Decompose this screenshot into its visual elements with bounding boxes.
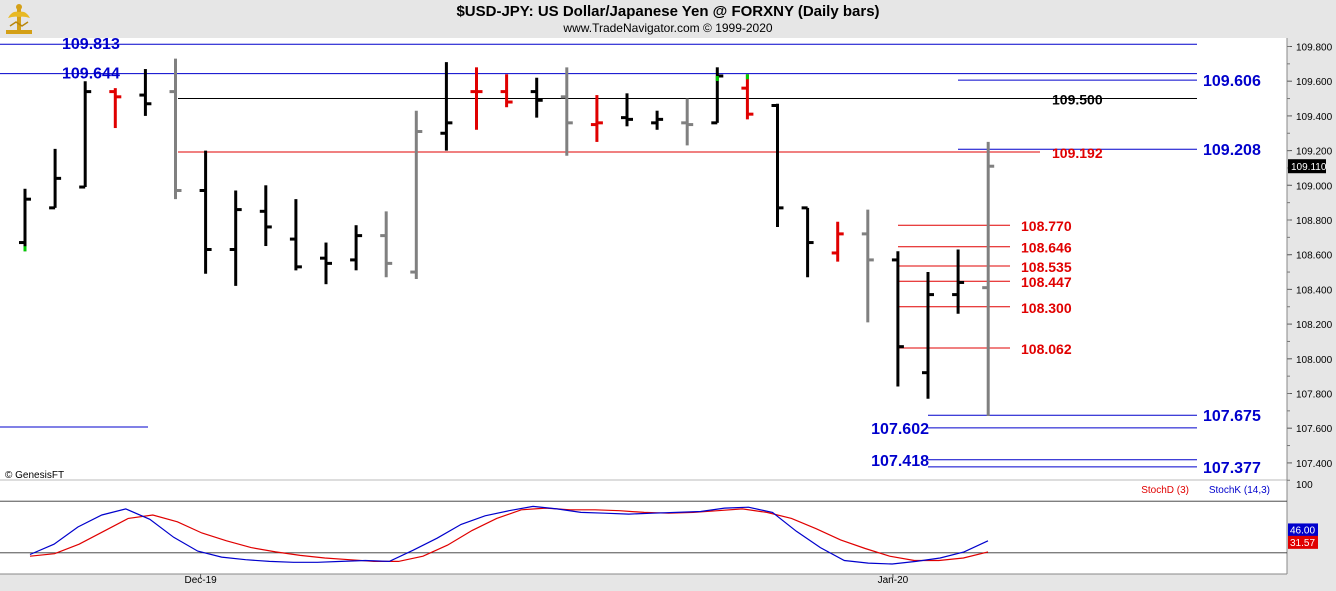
- ohlc-bar: [560, 67, 573, 156]
- y-tick-label: 108.400: [1296, 285, 1333, 296]
- level-label: 109.606: [1203, 73, 1261, 90]
- ohlc-bar: [741, 74, 754, 120]
- ohlc-bar: [771, 103, 784, 227]
- y-tick-label: 108.600: [1296, 251, 1333, 262]
- ohlc-bar: [19, 188, 31, 252]
- ohlc-bar: [651, 110, 664, 130]
- ohlc-bar: [320, 242, 332, 285]
- ohlc-bar: [380, 211, 393, 278]
- ohlc-bar: [199, 150, 212, 274]
- ohlc-bar: [259, 185, 272, 247]
- ohlc-bar: [79, 81, 92, 189]
- ohlc-bar: [410, 110, 423, 279]
- stoch-series-line: [29, 507, 989, 563]
- stoch-d-value-box: [1288, 535, 1318, 549]
- ohlc-bar: [350, 225, 363, 271]
- ohlc-bar: [440, 62, 453, 151]
- y-tick-label: 107.400: [1296, 459, 1333, 470]
- stoch-k-value: 46.00: [1290, 525, 1315, 536]
- chart-header: $USD-JPY: US Dollar/Japanese Yen @ FORXN…: [0, 0, 1336, 38]
- ohlc-bar: [169, 58, 182, 200]
- level-label: 108.535: [1021, 259, 1072, 275]
- legend-stoch-k: StochK (14,3): [1209, 485, 1270, 496]
- stoch-y-tick-label: 100: [1296, 480, 1313, 491]
- level-label: 107.418: [871, 453, 929, 470]
- date-x-axis: Dec-19 Jan-20: [184, 574, 909, 586]
- x-tick-label: Jan-20: [878, 575, 909, 586]
- level-label: 107.675: [1203, 408, 1261, 425]
- price-levels: 109.813 109.644 109.606 109.500 109.208 109.1…: [0, 36, 1261, 477]
- ohlc-bar: [109, 88, 122, 129]
- stoch-k-value-box: [1288, 523, 1318, 537]
- level-label: 108.062: [1021, 341, 1072, 357]
- ohlc-bar: [139, 69, 152, 116]
- y-tick-label: 108.000: [1296, 355, 1333, 366]
- y-tick-label: 109.800: [1296, 43, 1333, 54]
- level-label: 109.208: [1203, 142, 1261, 159]
- bar-marker: [745, 74, 749, 80]
- ohlc-bar: [229, 190, 242, 286]
- y-tick-label: 109.000: [1296, 181, 1333, 192]
- trade-navigator-logo-icon: [6, 4, 32, 34]
- ohlc-bar: [711, 67, 724, 125]
- y-tick-label: 109.400: [1296, 112, 1333, 123]
- stoch-d-value: 31.57: [1290, 538, 1315, 549]
- ohlc-bar: [621, 93, 633, 127]
- level-label: 108.646: [1021, 240, 1072, 256]
- ohlc-bar: [681, 98, 694, 146]
- ohlc-bar: [891, 251, 904, 387]
- ohlc-bar: [922, 272, 934, 399]
- last-price-label: 109.110: [1291, 162, 1327, 173]
- level-label: 107.602: [871, 421, 929, 438]
- stoch-series-line: [29, 505, 989, 565]
- y-tick-label: 109.200: [1296, 147, 1333, 158]
- ohlc-bar: [500, 74, 513, 108]
- level-label: 109.644: [62, 66, 120, 83]
- stochastic-indicator: 100 46.00 31.57: [0, 480, 1318, 565]
- y-tick-label: 108.200: [1296, 320, 1333, 331]
- level-label: 107.377: [1203, 460, 1261, 477]
- stochastic-plot-area: [0, 480, 1287, 574]
- chart-subtitle: www.TradeNavigator.com © 1999-2020: [563, 21, 773, 35]
- bar-marker: [715, 75, 719, 81]
- ohlc-bar: [289, 199, 302, 271]
- ohlc-bar: [470, 67, 483, 130]
- ohlc-bar: [952, 249, 965, 314]
- legend-stoch-d: StochD (3): [1141, 485, 1189, 496]
- chart-title: $USD-JPY: US Dollar/Japanese Yen @ FORXN…: [456, 3, 880, 20]
- last-price-box: [1288, 159, 1326, 174]
- price-y-axis: 109.800 109.600 109.400 109.200 109.000 108.8…: [1287, 43, 1333, 481]
- price-plot-area: [0, 38, 1287, 480]
- level-label: 109.813: [62, 36, 120, 53]
- y-tick-label: 107.800: [1296, 390, 1333, 401]
- ohlc-bar: [49, 148, 62, 210]
- x-tick-label: Dec-19: [184, 575, 217, 586]
- copyright-label: © GenesisFT: [5, 470, 64, 481]
- ohlc-bar: [590, 95, 603, 142]
- bar-marker: [23, 246, 27, 252]
- ohlc-bar: [801, 206, 814, 278]
- level-label: 108.770: [1021, 218, 1072, 234]
- ohlc-bar: [530, 77, 543, 118]
- price-bars: [19, 58, 995, 417]
- y-tick-label: 107.600: [1296, 424, 1333, 435]
- y-tick-label: 108.800: [1296, 216, 1333, 227]
- level-label: 109.192: [1052, 145, 1103, 161]
- ohlc-bar: [861, 209, 874, 323]
- ohlc-bar: [831, 221, 844, 262]
- y-tick-label: 109.600: [1296, 77, 1333, 88]
- level-label: 108.300: [1021, 300, 1072, 316]
- level-label: 109.500: [1052, 92, 1103, 108]
- level-label: 108.447: [1021, 274, 1072, 290]
- ohlc-bar: [982, 141, 995, 417]
